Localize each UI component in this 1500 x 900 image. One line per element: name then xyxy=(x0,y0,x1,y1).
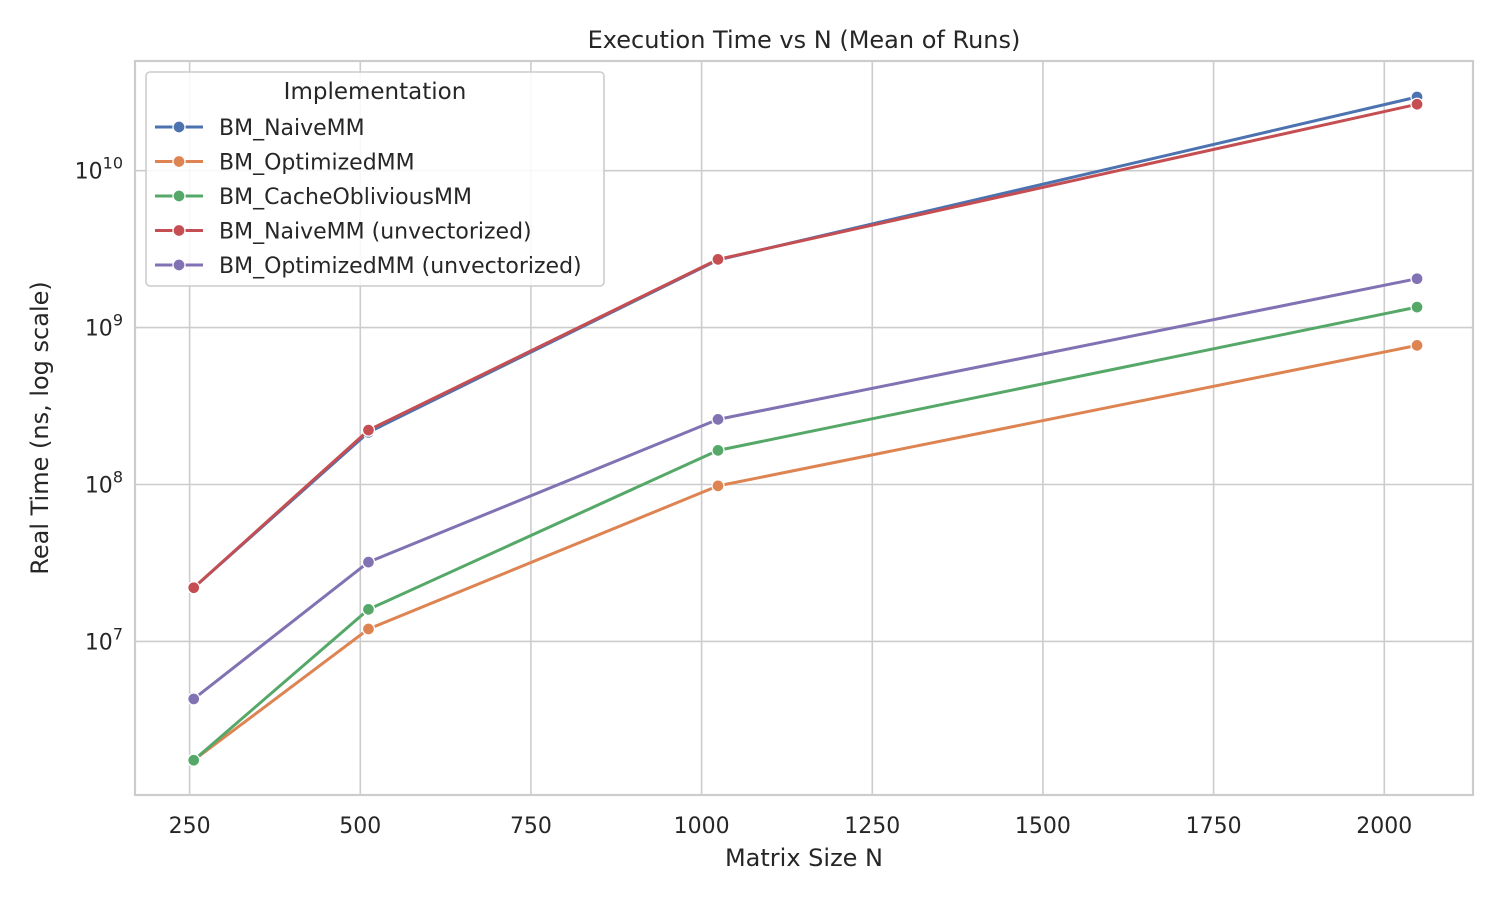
series-line xyxy=(192,277,1418,701)
data-point xyxy=(711,443,725,458)
legend-label: BM_NaiveMM (unvectorized) xyxy=(219,220,532,245)
legend-marker xyxy=(172,258,186,272)
legend-marker xyxy=(172,223,186,238)
data-point xyxy=(1410,300,1424,314)
data-point xyxy=(361,602,376,617)
legend-label: BM_OptimizedMM xyxy=(219,151,415,176)
legend-item: BM_NaiveMM (unvectorized) xyxy=(155,220,532,245)
plot-frame xyxy=(133,59,1475,797)
data-point xyxy=(1410,338,1424,353)
y-tick-base: 10 xyxy=(85,317,113,342)
data-point xyxy=(361,423,376,437)
y-tick-base: 10 xyxy=(75,160,103,185)
series-line xyxy=(192,343,1418,762)
legend-item: BM_CacheObliviousMM xyxy=(155,185,472,210)
x-tick-label: 250 xyxy=(169,814,211,839)
series-4 xyxy=(187,272,1424,706)
series-line xyxy=(192,102,1418,589)
legend-label: BM_CacheObliviousMM xyxy=(219,185,472,210)
x-tick-label: 1000 xyxy=(674,814,730,839)
y-tick-exponent: 10 xyxy=(103,154,123,173)
x-tick-label: 750 xyxy=(510,814,552,839)
legend-item: BM_OptimizedMM xyxy=(155,151,415,176)
series-2 xyxy=(187,300,1424,767)
y-axis-label: Real Time (ns, log scale) xyxy=(26,281,54,574)
y-tick-exponent: 8 xyxy=(113,468,123,487)
series-1 xyxy=(187,338,1424,767)
series-3 xyxy=(187,97,1424,595)
legend-marker xyxy=(172,189,186,203)
y-tick-label: 107 xyxy=(85,624,123,655)
y-tick-base: 10 xyxy=(85,630,113,655)
series-line xyxy=(192,305,1418,762)
legend-title: Implementation xyxy=(284,79,467,105)
data-point xyxy=(187,692,201,706)
legend-item: BM_OptimizedMM (unvectorized) xyxy=(155,254,582,279)
data-point xyxy=(1410,97,1424,111)
x-tick-label: 1500 xyxy=(1015,814,1071,839)
x-tick-labels: 250 500 750 1000 1250 1500 1750 2000 xyxy=(169,814,1413,839)
data-point xyxy=(187,753,201,767)
x-tick-label: 1750 xyxy=(1186,814,1242,839)
legend-box xyxy=(145,71,605,287)
legend: Implementation BM_NaiveMM BM_OptimizedMM B… xyxy=(145,71,605,287)
data-point xyxy=(711,479,725,493)
y-tick-exponent: 7 xyxy=(113,624,123,643)
y-tick-label: 1010 xyxy=(75,154,123,185)
data-point xyxy=(711,412,725,427)
y-tick-label: 109 xyxy=(85,311,123,342)
legend-marker xyxy=(172,120,186,134)
x-tick-label: 1250 xyxy=(844,814,900,839)
x-tick-label: 500 xyxy=(339,814,381,839)
legend-label: BM_OptimizedMM (unvectorized) xyxy=(219,254,582,279)
data-point xyxy=(361,555,376,569)
y-tick-label: 108 xyxy=(85,468,123,499)
series-layer xyxy=(187,90,1424,767)
legend-label: BM_NaiveMM xyxy=(219,116,365,141)
data-point xyxy=(187,581,201,595)
data-point xyxy=(711,252,725,267)
x-axis-label: Matrix Size N xyxy=(725,844,883,872)
data-point xyxy=(361,622,376,636)
x-tick-label: 2000 xyxy=(1356,814,1412,839)
legend-marker xyxy=(172,154,186,169)
chart-title: Execution Time vs N (Mean of Runs) xyxy=(588,26,1021,54)
legend-item: BM_NaiveMM xyxy=(155,116,365,141)
y-tick-exponent: 9 xyxy=(113,311,123,330)
y-tick-base: 10 xyxy=(85,474,113,499)
data-point xyxy=(1410,272,1424,286)
